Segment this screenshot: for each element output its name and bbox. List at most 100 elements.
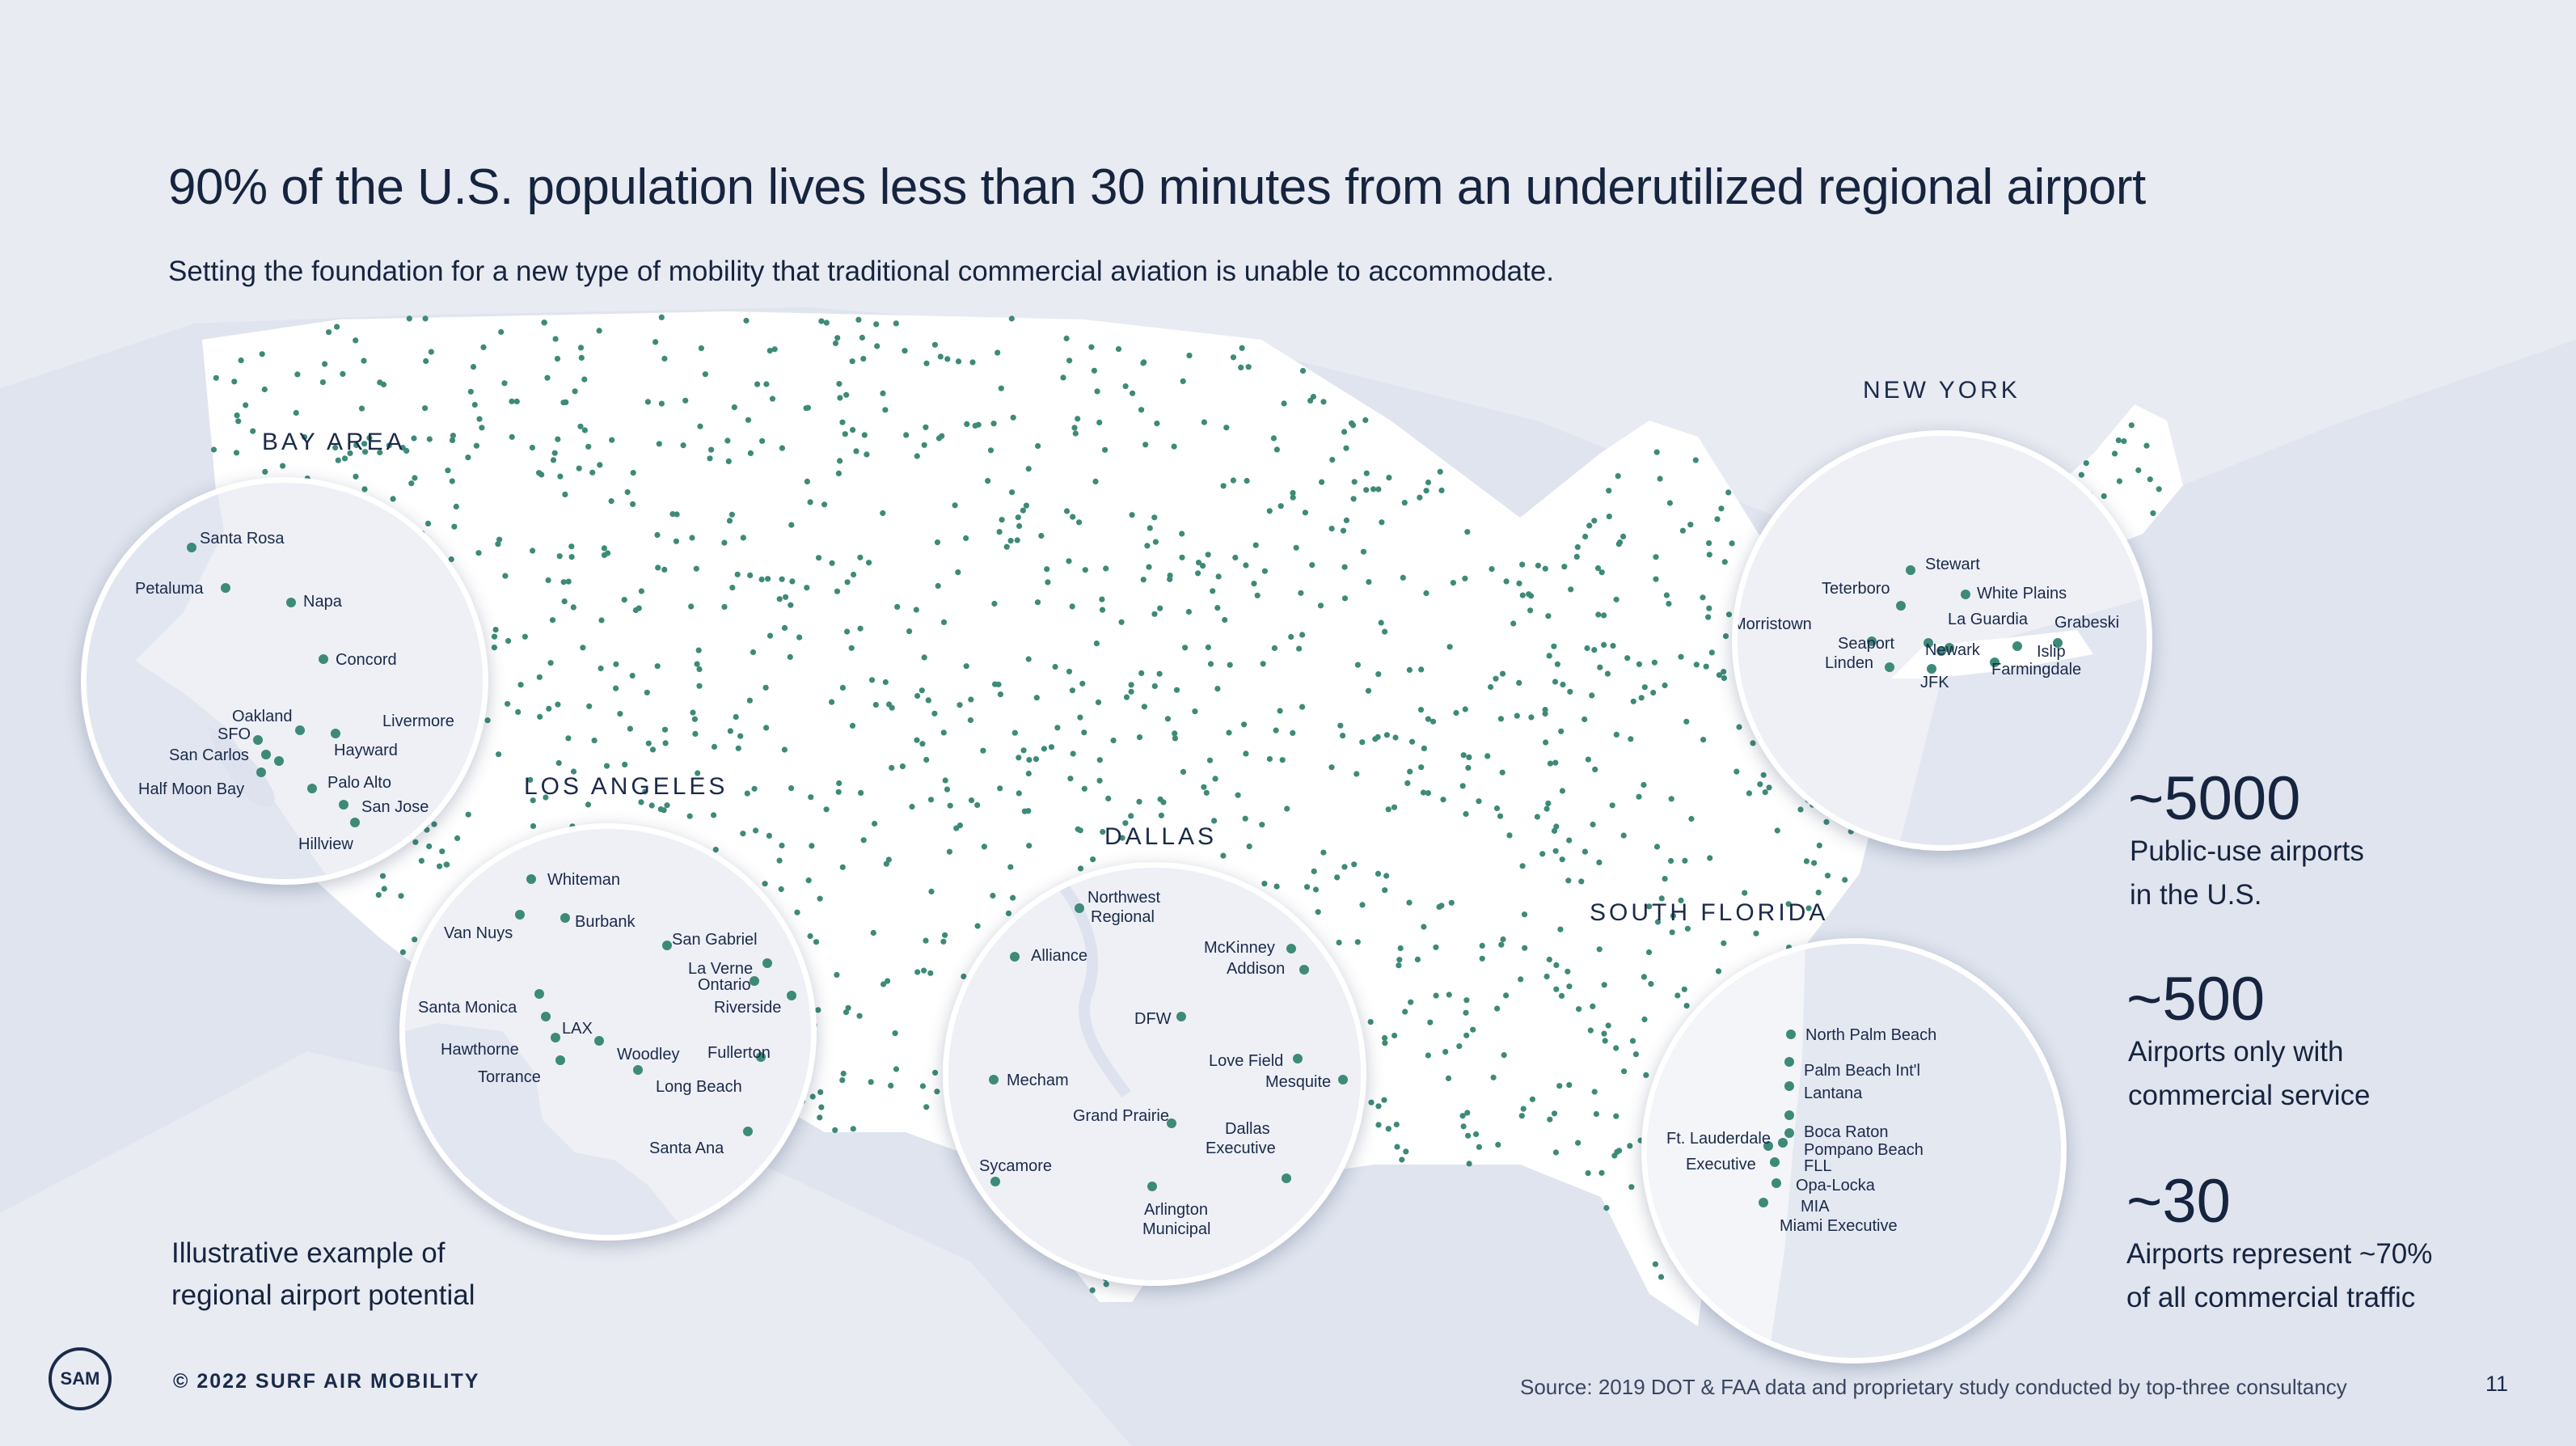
place-addison: Addison [1227,960,1286,978]
airport-dot [1401,500,1408,506]
airport-dot [771,346,778,353]
place-mia: MIA [1801,1198,1830,1216]
airport-dot [530,548,536,554]
airport-dot [804,478,811,485]
airport-dot [1385,1126,1391,1132]
airport-dot [1409,738,1416,745]
place-fll: FLL [1804,1157,1832,1175]
airport-dot [995,681,1002,687]
airport-dot [1663,592,1670,598]
airport-dot [1201,784,1207,790]
airport-dot [919,741,926,747]
airport-dot [1543,805,1550,812]
place-petaluma: Petaluma [135,580,204,598]
airport-dot [1396,957,1403,963]
airport-dot [1243,750,1249,757]
airport-dot [1307,397,1314,404]
airport-dot [624,488,631,496]
place-teterboro: Teterboro [1822,580,1890,598]
airport-dot [1099,596,1105,602]
airport-dot [632,607,640,614]
airport-dot [422,315,429,322]
south-florida-inset-map [1647,944,2061,1358]
airport-dot [1140,360,1147,366]
airport-dot [1038,532,1045,539]
airport-dot [1463,810,1469,818]
inset-bay-area: Santa Rosa Petaluma Napa Concord Oakland… [81,477,488,885]
airport-dot [817,1089,824,1095]
airport-dot [527,776,534,783]
bay-area-inset-map [87,483,483,879]
airport-dot [492,627,499,633]
airport-dot [1041,746,1047,752]
airport-dot [1651,659,1658,666]
airport-dot [735,745,741,751]
airport-dot [259,351,265,357]
airport-dot [1653,449,1660,455]
place-san-gabriel: San Gabriel [672,931,758,949]
airport-dot [1382,887,1388,894]
airport-dot [1025,656,1032,662]
airport-dot [1320,399,1327,405]
airport-dot [513,398,520,404]
airport-dot [1210,588,1216,594]
airport-dot [1493,805,1501,812]
place-santa-monica: Santa Monica [418,999,517,1017]
airport-dot [758,576,765,583]
airport-dot [745,416,752,423]
airport-dot [1620,832,1627,839]
airport-dot [1020,747,1027,754]
airport-dot [1714,516,1721,522]
place-mecham: Mecham [1007,1072,1069,1089]
airport-dot [1070,750,1076,757]
airport-dot [491,645,498,651]
airport-dot [1003,543,1010,550]
airport-dot [1421,745,1427,752]
airport-dot [918,687,925,694]
airport-dot [1624,655,1631,662]
airport-dot [1546,956,1552,963]
airport-dot [1445,1075,1452,1081]
airport-dot [694,661,700,667]
airport-dot [233,450,240,456]
airport-dot [1595,611,1602,618]
airport-dot [375,892,382,898]
airport-dot [817,1114,823,1121]
place-van-nuys: Van Nuys [444,924,513,942]
airport-dot [1079,680,1086,687]
airport-dot [1585,1170,1591,1177]
airport-dot [1516,580,1522,587]
airport-dot [751,785,758,792]
airport-dot [1725,611,1733,618]
airport-dot [744,790,750,797]
airport-dot [1501,1052,1507,1059]
airport-dot [406,315,412,322]
airport-dot [1354,662,1361,668]
airport-dot [1700,737,1707,743]
airport-dot [1641,781,1647,789]
airport-dot [1063,508,1071,514]
airport-dot [842,431,848,438]
page-number: 11 [2485,1372,2509,1396]
airport-dot [1341,595,1349,602]
airport-dot [340,370,346,377]
airport-dot [1222,616,1228,624]
airport-dot [1171,443,1177,450]
airport-dot [1497,716,1504,722]
airport-dot [1320,849,1327,856]
airport-dot [560,579,567,586]
airport-dot [1602,1038,1608,1044]
airport-dot [985,478,991,484]
airport-dot [1375,486,1382,493]
airport-dot [1206,757,1214,763]
airport-dot [923,756,930,763]
airport-dot [1266,755,1273,763]
airport-dot [921,967,927,974]
airport-dot [969,359,976,366]
place-municipal: Municipal [1142,1220,1211,1238]
airport-dot [932,1069,939,1076]
airport-dot [1495,1141,1501,1148]
airport-dot [491,633,498,640]
airport-dot [1341,429,1348,435]
airport-dot [682,397,689,404]
